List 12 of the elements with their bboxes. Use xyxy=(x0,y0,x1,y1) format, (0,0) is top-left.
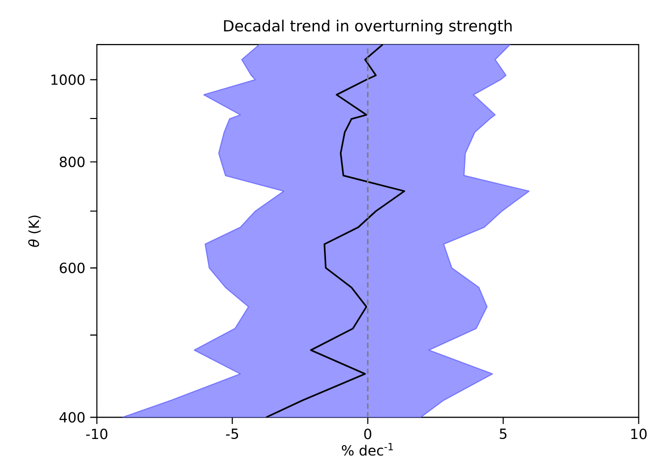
y-tick-label: 800 xyxy=(60,156,85,168)
x-tick-label: 10 xyxy=(631,428,647,440)
x-tick-label: 5 xyxy=(500,428,506,439)
y-tick-label: 1000 xyxy=(51,74,85,85)
y-axis-title: θ (K) xyxy=(28,215,41,247)
x-tick-label: 0 xyxy=(364,428,372,440)
y-tick-label: 600 xyxy=(60,262,85,274)
chart-title: Decadal trend in overturning strength xyxy=(224,20,512,34)
x-axis-title: % dec$^{-1}$ xyxy=(342,442,393,456)
x-tick-label: -10 xyxy=(86,428,108,440)
y-tick-label: 400 xyxy=(60,412,85,422)
x-tick-label: -5 xyxy=(226,428,238,439)
